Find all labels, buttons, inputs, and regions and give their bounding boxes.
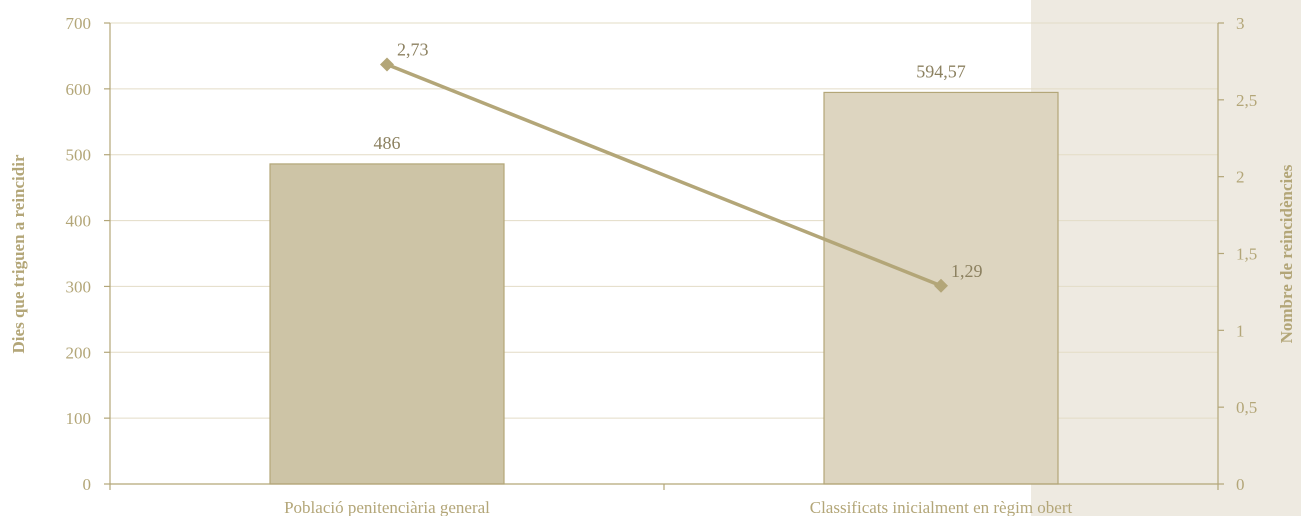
- left-tick-label: 0: [83, 475, 92, 494]
- left-tick-label: 400: [66, 212, 92, 231]
- left-axis-title: Dies que triguen a reincidir: [9, 154, 28, 353]
- right-axis-ticks: 0 0,5 1 1,5 2 2,5 3: [1218, 14, 1257, 494]
- left-tick-label: 200: [66, 343, 92, 362]
- right-axis-title: Nombre de reincidències: [1277, 164, 1296, 343]
- line-path: [386, 62, 942, 288]
- right-tick-label: 2,5: [1236, 91, 1257, 110]
- line-value-label: 1,29: [951, 261, 983, 281]
- category-label: Classificats inicialment en règim obert: [810, 498, 1073, 516]
- left-tick-label: 100: [66, 409, 92, 428]
- line-point-marker: [934, 278, 948, 293]
- left-tick-label: 600: [66, 80, 92, 99]
- line-point-marker: [380, 57, 394, 72]
- left-tick-label: 500: [66, 146, 92, 165]
- left-tick-label: 300: [66, 277, 92, 296]
- category-labels: Població penitenciària general Classifica…: [284, 498, 1072, 516]
- data-labels: 486 594,57 2,73 1,29: [374, 39, 983, 280]
- line-value-label: 2,73: [397, 39, 429, 59]
- category-label: Població penitenciària general: [284, 498, 490, 516]
- left-axis-ticks: 0 100 200 300 400 500 600 700: [66, 14, 110, 494]
- right-tick-label: 2: [1236, 168, 1245, 187]
- bar-value-label: 594,57: [916, 61, 966, 81]
- right-tick-label: 3: [1236, 14, 1245, 33]
- shaded-background-band: [1031, 0, 1301, 516]
- right-tick-label: 1,5: [1236, 245, 1257, 264]
- right-tick-label: 0,5: [1236, 398, 1257, 417]
- right-tick-label: 1: [1236, 321, 1245, 340]
- line-series: [380, 57, 948, 293]
- left-tick-label: 700: [66, 14, 92, 33]
- right-tick-label: 0: [1236, 475, 1245, 494]
- bar: [269, 163, 505, 485]
- bar-value-label: 486: [374, 133, 401, 153]
